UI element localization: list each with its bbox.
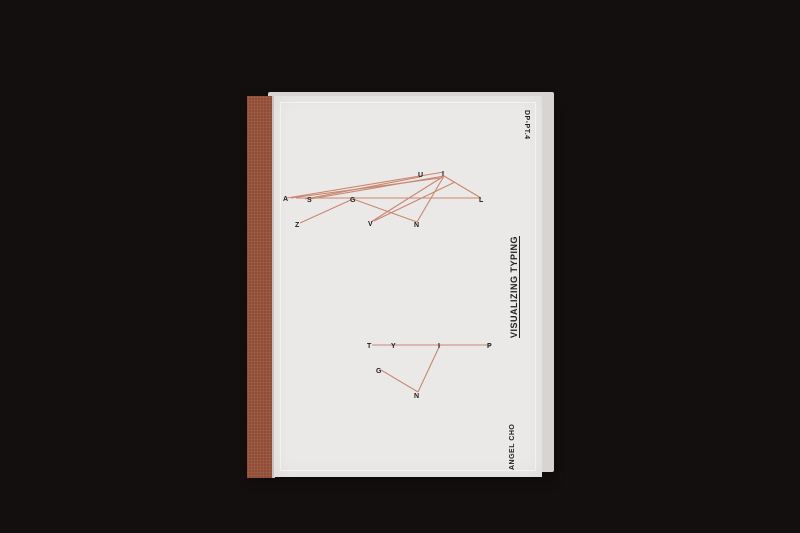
spine-edge	[272, 96, 275, 478]
thread-g-n	[352, 198, 418, 223]
thread-i-n	[416, 175, 445, 223]
cover-title: VISUALIZING TYPING	[509, 235, 519, 338]
letter-g: G	[350, 197, 356, 204]
letter-n-two: N	[414, 393, 419, 400]
letter-v: V	[368, 221, 373, 228]
letter-a: A	[283, 196, 288, 203]
thread-a-i	[286, 171, 445, 199]
thread-lines	[286, 171, 490, 393]
cover-frame	[280, 102, 536, 471]
author-name: ANGEL CHO	[509, 423, 516, 470]
code-label: DP-PT.4	[523, 110, 530, 140]
letter-u: U	[418, 172, 423, 179]
thread-i-l	[443, 175, 482, 199]
thread-i-n-2	[417, 344, 441, 393]
letter-i: I	[442, 171, 444, 178]
thread-g-n-2	[380, 369, 419, 393]
word-two-letters: T Y I P G N	[367, 343, 492, 400]
letter-t: T	[367, 343, 372, 350]
letter-z: Z	[295, 222, 300, 229]
letter-y: Y	[391, 343, 396, 350]
letter-g-two: G	[376, 368, 382, 375]
notebook-cover	[274, 96, 542, 477]
word-one-letters: A S G U I L Z V N	[283, 171, 484, 229]
letter-l: L	[479, 197, 484, 204]
letter-n: N	[414, 222, 419, 229]
thread-z-g	[299, 198, 354, 224]
notebook-spine	[247, 96, 274, 478]
thread-v-i	[370, 175, 445, 223]
letter-s: S	[307, 197, 312, 204]
letter-i-two: I	[438, 343, 440, 350]
thread-s-i	[309, 175, 445, 200]
letter-p: P	[487, 343, 492, 350]
thread-v-i-2	[373, 181, 456, 222]
thread-s-u	[304, 176, 421, 200]
